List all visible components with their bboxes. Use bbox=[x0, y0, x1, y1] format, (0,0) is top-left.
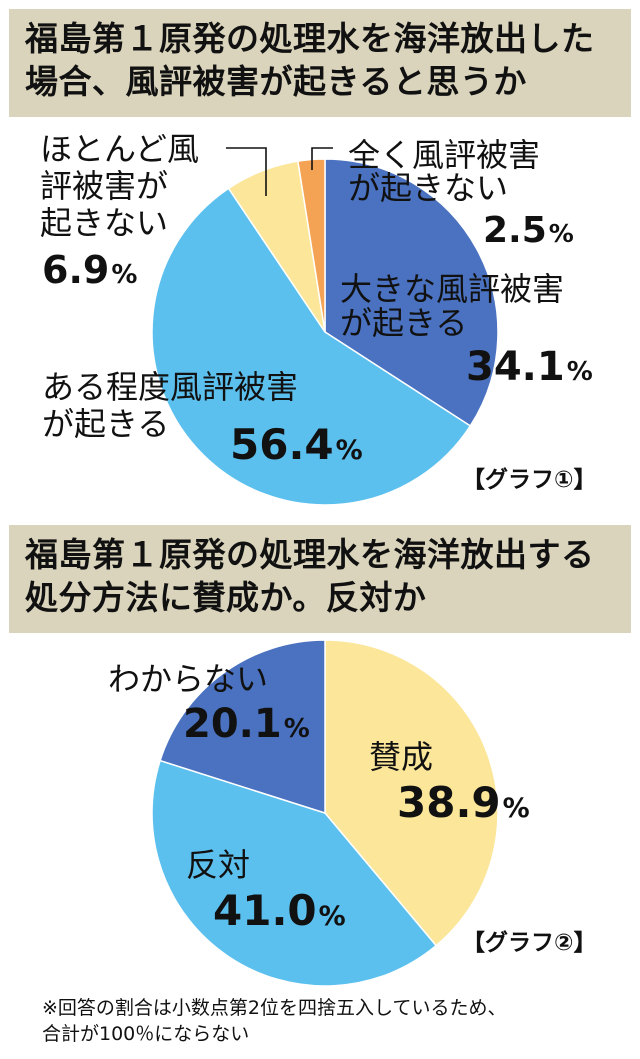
chart1-title-line1: 福島第１原発の処理水を海洋放出した bbox=[25, 19, 595, 58]
label-aruteido-line2: が起きる bbox=[42, 405, 169, 443]
chart2-title: 福島第１原発の処理水を海洋放出する 処分方法に賛成か。反対か bbox=[9, 525, 631, 633]
label-wakaranai-value: 20.1% bbox=[183, 701, 310, 747]
chart2-title-line2: 処分方法に賛成か。反対か bbox=[25, 578, 427, 617]
label-hantai-line1: 反対 bbox=[186, 846, 250, 884]
footnote-line2: 合計が100％にならない bbox=[42, 1023, 250, 1045]
label-aruteido-line1: ある程度風評被害 bbox=[42, 368, 298, 406]
label-hantai-value: 41.0% bbox=[213, 886, 346, 935]
label-sansei-unit: % bbox=[503, 793, 530, 824]
leader-line-hotondo bbox=[226, 147, 267, 196]
label-aruteido-value: 56.4% bbox=[230, 420, 363, 469]
pie2-slice-3 bbox=[159, 639, 326, 815]
label-mattaku-number: 2.5 bbox=[483, 210, 547, 251]
label-hantai-unit: % bbox=[319, 901, 346, 932]
chart2-title-line1: 福島第１原発の処理水を海洋放出する bbox=[25, 535, 595, 574]
label-wakaranai-unit: % bbox=[284, 714, 310, 744]
pie-chart-2 bbox=[151, 639, 499, 987]
label-hotondo-line2: 評被害が bbox=[40, 167, 168, 205]
label-mattaku-line2: が起きない bbox=[348, 169, 508, 207]
pie2-slice-1 bbox=[324, 639, 499, 947]
pie2-slice-2 bbox=[151, 759, 438, 987]
chart1-caption: 【グラフ①】 bbox=[462, 466, 596, 493]
label-aruteido-number: 56.4 bbox=[230, 420, 334, 469]
label-hotondo-line1: ほとんど風 bbox=[40, 130, 199, 168]
footnote-line1: ※回答の割合は小数点第2位を四捨五入しているため、 bbox=[42, 997, 507, 1019]
label-hotondo-line3: 起きない bbox=[40, 204, 168, 242]
label-aruteido-unit: % bbox=[336, 435, 363, 466]
label-mattaku-value: 2.5% bbox=[483, 210, 574, 251]
pie-chart-1 bbox=[151, 158, 499, 506]
label-sansei-line1: 賛成 bbox=[369, 738, 433, 776]
label-mattaku-unit: % bbox=[549, 219, 574, 248]
leader-line-mattaku bbox=[311, 147, 333, 170]
chart1-title: 福島第１原発の処理水を海洋放出した 場合、風評被害が起きると思うか bbox=[9, 9, 631, 117]
label-ookina-unit: % bbox=[567, 357, 593, 387]
chart1-title-line2: 場合、風評被害が起きると思うか bbox=[25, 62, 527, 101]
label-hotondo-unit: % bbox=[111, 260, 137, 290]
label-ookina-value: 34.1% bbox=[466, 344, 593, 390]
label-ookina-number: 34.1 bbox=[466, 344, 565, 390]
pie1-slice-2 bbox=[151, 187, 472, 506]
label-mattaku-line1: 全く風評被害 bbox=[348, 136, 540, 174]
label-wakaranai-line1: わからない bbox=[108, 660, 268, 698]
label-ookina-line2: が起きる bbox=[340, 304, 467, 342]
label-sansei-value: 38.9% bbox=[397, 778, 530, 827]
chart2-caption: 【グラフ②】 bbox=[462, 929, 596, 956]
label-hantai-number: 41.0 bbox=[213, 886, 317, 935]
label-ookina-line1: 大きな風評被害 bbox=[340, 270, 564, 308]
footnote: ※回答の割合は小数点第2位を四捨五入しているため、 合計が100％にならない bbox=[42, 995, 506, 1047]
label-wakaranai-number: 20.1 bbox=[183, 701, 282, 747]
label-hotondo-number: 6.9 bbox=[42, 248, 109, 292]
label-sansei-number: 38.9 bbox=[397, 778, 501, 827]
label-hotondo-value: 6.9% bbox=[42, 248, 137, 292]
